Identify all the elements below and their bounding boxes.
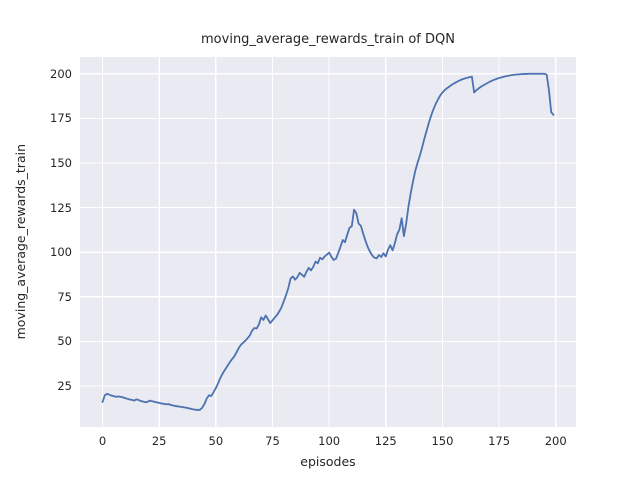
x-tick-label: 175 [488, 434, 511, 448]
x-tick-label: 50 [208, 434, 224, 448]
x-tick-label: 100 [318, 434, 341, 448]
y-tick-label: 150 [50, 155, 72, 170]
x-axis-label: episodes [300, 454, 356, 469]
x-gridlines [101, 57, 557, 427]
y-tick-label: 100 [50, 245, 72, 260]
line-chart-svg [80, 57, 576, 427]
y-tick-label: 125 [50, 200, 72, 215]
x-tick-label: 200 [544, 434, 567, 448]
x-tick-label: 0 [98, 434, 107, 448]
chart-title: moving_average_rewards_train of DQN [201, 32, 455, 47]
y-tick-label: 175 [50, 111, 72, 126]
x-tick-label: 150 [431, 434, 454, 448]
y-gridlines [80, 73, 576, 387]
y-tick-label: 25 [57, 378, 72, 393]
y-tick-label: 200 [50, 66, 72, 81]
y-tick-label: 75 [57, 289, 72, 304]
x-tick-label: 125 [374, 434, 397, 448]
x-tick-label: 75 [265, 434, 280, 448]
reward-line-series [101, 72, 555, 411]
y-tick-label: 50 [57, 334, 72, 349]
plot-area [80, 57, 576, 427]
x-tick-label: 25 [151, 434, 167, 448]
